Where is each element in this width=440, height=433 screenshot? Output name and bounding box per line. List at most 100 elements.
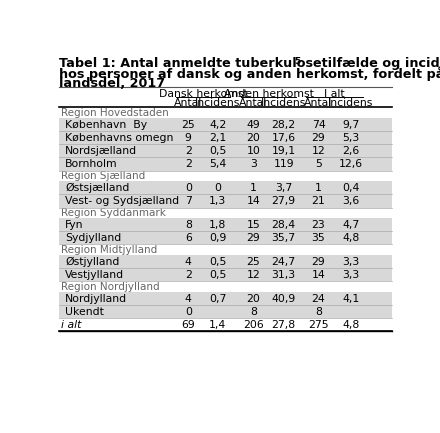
Text: Østjylland: Østjylland [65,257,119,267]
Text: 2: 2 [185,270,192,280]
Bar [59,218,392,231]
Text: København  By: København By [65,120,147,130]
Text: Region Hovedstaden: Region Hovedstaden [61,108,169,118]
Text: Region Nordjylland: Region Nordjylland [61,282,160,292]
Text: Tabel 1: Antal anmeldte tuberkulosetilfælde og incidens pr. 10: Tabel 1: Antal anmeldte tuberkulosetilfæ… [59,57,440,70]
Bar [59,107,392,118]
Text: Antal: Antal [304,98,333,108]
Text: 15: 15 [246,220,260,230]
Text: 4,7: 4,7 [342,220,359,230]
Text: 0: 0 [185,183,192,193]
Text: 6: 6 [185,233,192,243]
Text: Antal: Antal [174,98,202,108]
Text: 28,4: 28,4 [271,220,296,230]
Text: Vest- og Sydsjælland: Vest- og Sydsjælland [65,196,179,206]
Text: 10: 10 [246,146,260,156]
Text: 20: 20 [246,294,260,304]
Text: 2,1: 2,1 [209,133,226,143]
Text: 0,5: 0,5 [209,270,227,280]
Text: 2: 2 [185,159,192,169]
Text: 2,6: 2,6 [342,146,359,156]
Text: 23: 23 [312,220,325,230]
Text: 9: 9 [185,133,192,143]
Text: 12,6: 12,6 [339,159,363,169]
Text: Dansk herkomst: Dansk herkomst [159,89,247,99]
Text: 27,8: 27,8 [271,320,296,330]
Text: 4: 4 [185,257,192,267]
Text: Region Midtjylland: Region Midtjylland [61,245,158,255]
Bar [59,268,392,281]
Text: 9,7: 9,7 [342,120,359,130]
Text: 69: 69 [181,320,195,330]
Text: 40,9: 40,9 [271,294,296,304]
Text: 49: 49 [246,120,260,130]
Bar [59,318,392,332]
Text: Nordjylland: Nordjylland [65,294,127,304]
Text: Incidens: Incidens [261,98,306,108]
Text: 35: 35 [312,233,325,243]
Text: 12: 12 [312,146,325,156]
Text: Region Sjælland: Region Sjælland [61,171,146,181]
Text: 1: 1 [250,183,257,193]
Text: 21: 21 [312,196,325,206]
Text: 28,2: 28,2 [271,120,296,130]
Bar [59,292,392,305]
Bar [59,144,392,158]
Text: 0,4: 0,4 [342,183,360,193]
Text: 25: 25 [181,120,195,130]
Text: 19,1: 19,1 [271,146,296,156]
Text: 206: 206 [243,320,264,330]
Text: 8: 8 [315,307,322,317]
Text: 12: 12 [246,270,260,280]
Text: Sydjylland: Sydjylland [65,233,121,243]
Text: 5,3: 5,3 [342,133,359,143]
Text: 20: 20 [246,133,260,143]
Text: 1,3: 1,3 [209,196,226,206]
Text: 0: 0 [185,307,192,317]
Text: Vestjylland: Vestjylland [65,270,124,280]
Bar [59,158,392,171]
Text: 29: 29 [312,257,325,267]
Bar [59,171,392,181]
Text: 5: 5 [315,159,322,169]
Text: 0,9: 0,9 [209,233,227,243]
Text: 8: 8 [185,220,192,230]
Bar [59,231,392,245]
Bar [59,194,392,207]
Text: 1,8: 1,8 [209,220,226,230]
Text: 24: 24 [312,294,325,304]
Text: I alt: I alt [324,89,345,99]
Bar [59,281,392,292]
Text: 4,2: 4,2 [209,120,226,130]
Text: 1: 1 [315,183,322,193]
Bar [59,118,392,131]
Text: 27,9: 27,9 [271,196,296,206]
Text: Region Syddanmark: Region Syddanmark [61,208,166,218]
Bar [59,181,392,194]
Text: 7: 7 [185,196,192,206]
Text: 119: 119 [273,159,294,169]
Text: 4,8: 4,8 [342,320,359,330]
Text: 29: 29 [246,233,260,243]
Text: 4,1: 4,1 [342,294,359,304]
Text: Anden herkomst: Anden herkomst [224,89,313,99]
Text: 3: 3 [250,159,257,169]
Text: Ukendt: Ukendt [65,307,104,317]
Text: Incidens: Incidens [328,98,374,108]
Text: Nordsjælland: Nordsjælland [65,146,137,156]
Text: Østsjælland: Østsjælland [65,183,129,193]
Text: Københavns omegn: Københavns omegn [65,133,173,143]
Text: 74: 74 [312,120,325,130]
Text: 0,7: 0,7 [209,294,227,304]
Text: Antal: Antal [239,98,268,108]
Text: 3,7: 3,7 [275,183,292,193]
Text: landsdel, 2017: landsdel, 2017 [59,77,165,90]
Text: 24,7: 24,7 [271,257,296,267]
Text: 1,4: 1,4 [209,320,226,330]
Text: 4,8: 4,8 [342,233,359,243]
Text: 31,3: 31,3 [271,270,296,280]
Text: 0: 0 [214,183,221,193]
Text: 8: 8 [250,307,257,317]
Text: 25: 25 [246,257,260,267]
Bar [59,255,392,268]
